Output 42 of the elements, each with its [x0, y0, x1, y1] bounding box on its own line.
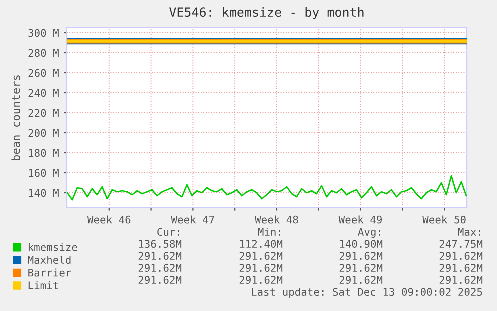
- y-tick-label: 200 M: [28, 129, 59, 138]
- x-tick-label: Week 49: [338, 216, 382, 224]
- text: Avg:: [358, 228, 380, 238]
- legend-label: Limit: [28, 281, 58, 290]
- text: 112.40M: [240, 240, 283, 248]
- text: Max:: [458, 228, 480, 236]
- text: 291.62M: [240, 276, 283, 284]
- text: 291.62M: [440, 276, 483, 284]
- y-tick-label: 180 M: [29, 149, 59, 158]
- line-series: [67, 175, 467, 201]
- text: 291.62M: [440, 264, 483, 272]
- y-tick-label: 140 M: [29, 189, 59, 198]
- text: 291.62M: [340, 252, 383, 260]
- x-tick-label: Week 50: [422, 216, 466, 224]
- legend-label: kmemsize: [28, 243, 78, 252]
- y-tick-label: 300 M: [28, 29, 59, 38]
- text: 291.62M: [138, 252, 182, 260]
- legend-label: Barrier: [28, 268, 72, 277]
- text: 140.90M: [340, 240, 383, 248]
- y-tick-label: 160 M: [29, 169, 59, 178]
- text: 291.62M: [138, 276, 182, 284]
- y-axis-title: bean counters: [12, 76, 20, 160]
- text: Cur:: [158, 228, 180, 236]
- text: Last update: Sat Dec 13 09:00:02 2025: [252, 288, 482, 298]
- y-tick-label: 220 M: [28, 109, 59, 118]
- x-tick-label: Week 47: [171, 216, 214, 224]
- text: 247.75M: [440, 240, 483, 248]
- chart-title: VE546: kmemsize - by month: [170, 7, 364, 20]
- y-tick-label: 260 M: [28, 69, 59, 78]
- text: 291.62M: [240, 252, 283, 260]
- text: 136.58M: [139, 240, 182, 248]
- text: 291.62M: [440, 252, 483, 260]
- text: 291.62M: [340, 276, 383, 284]
- x-tick-label: Week 46: [87, 216, 131, 224]
- text: 291.62M: [340, 264, 383, 272]
- text: 291.62M: [240, 264, 283, 272]
- y-tick-label: 280 M: [28, 49, 59, 58]
- y-tick-label: 240 M: [28, 89, 59, 98]
- text: 291.62M: [138, 264, 182, 272]
- x-tick-label: Week 48: [255, 216, 298, 224]
- text: Min:: [258, 228, 280, 236]
- legend-label: Maxheld: [28, 256, 71, 264]
